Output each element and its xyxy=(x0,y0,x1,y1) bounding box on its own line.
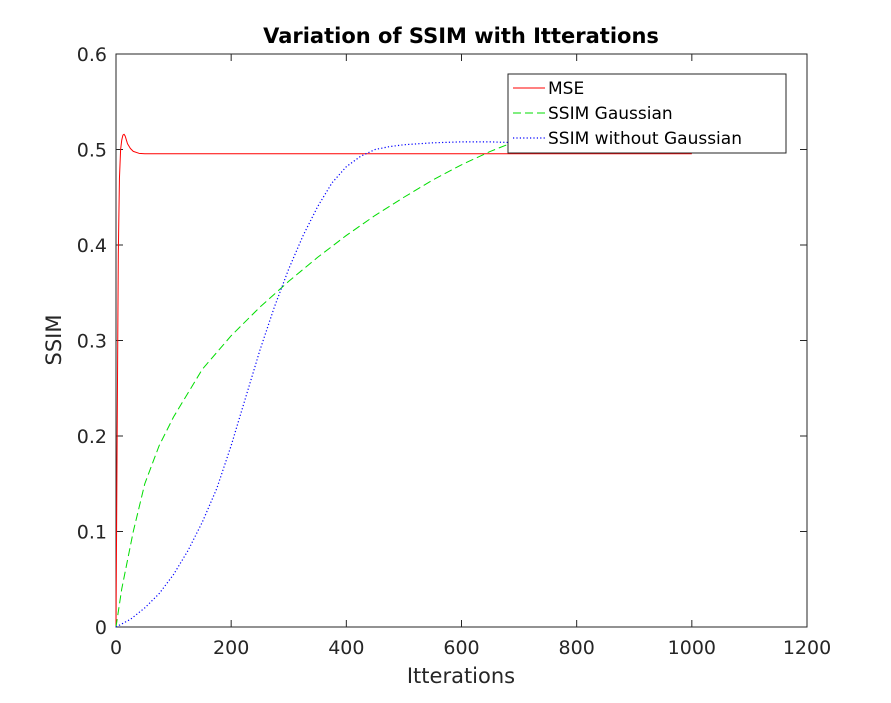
y-tick-label: 0 xyxy=(95,617,107,639)
x-axis-title: Itterations xyxy=(407,664,515,688)
chart-title: Variation of SSIM with Itterations xyxy=(263,24,659,48)
y-axis-title: SSIM xyxy=(42,315,66,366)
y-tick-label: 0.6 xyxy=(77,44,107,66)
x-tick-label: 200 xyxy=(213,637,249,659)
x-tick-label: 1200 xyxy=(783,637,831,659)
x-tick-label: 1000 xyxy=(668,637,716,659)
series-layer xyxy=(115,110,692,628)
x-tick-label: 600 xyxy=(443,637,479,659)
y-tick-label: 0.1 xyxy=(77,522,107,544)
y-tick-label: 0.5 xyxy=(77,140,107,162)
series-line-ssim-without-gaussian xyxy=(115,141,692,628)
axis-ticks: 0 200 400 600 800 1000 1200 0 0.1 0.2 0.3 0.4 0.5 0.6 xyxy=(77,44,831,659)
legend-box xyxy=(507,73,787,154)
y-tick-label: 0.3 xyxy=(77,331,107,353)
series-line-ssim-gaussian xyxy=(115,110,692,628)
x-tick-label: 0 xyxy=(110,637,122,659)
legend-label-mse: MSE xyxy=(548,79,584,99)
x-tick-label: 400 xyxy=(328,637,364,659)
series-line-mse xyxy=(115,133,692,628)
legend: MSE SSIM Gaussian SSIM without Gaussian xyxy=(507,73,787,154)
legend-label-ssim-gaussian: SSIM Gaussian xyxy=(548,104,673,124)
legend-label-ssim-without-gaussian: SSIM without Gaussian xyxy=(548,129,742,149)
x-tick-label: 800 xyxy=(559,637,595,659)
y-tick-label: 0.4 xyxy=(77,235,107,257)
y-tick-label: 0.2 xyxy=(77,426,107,448)
